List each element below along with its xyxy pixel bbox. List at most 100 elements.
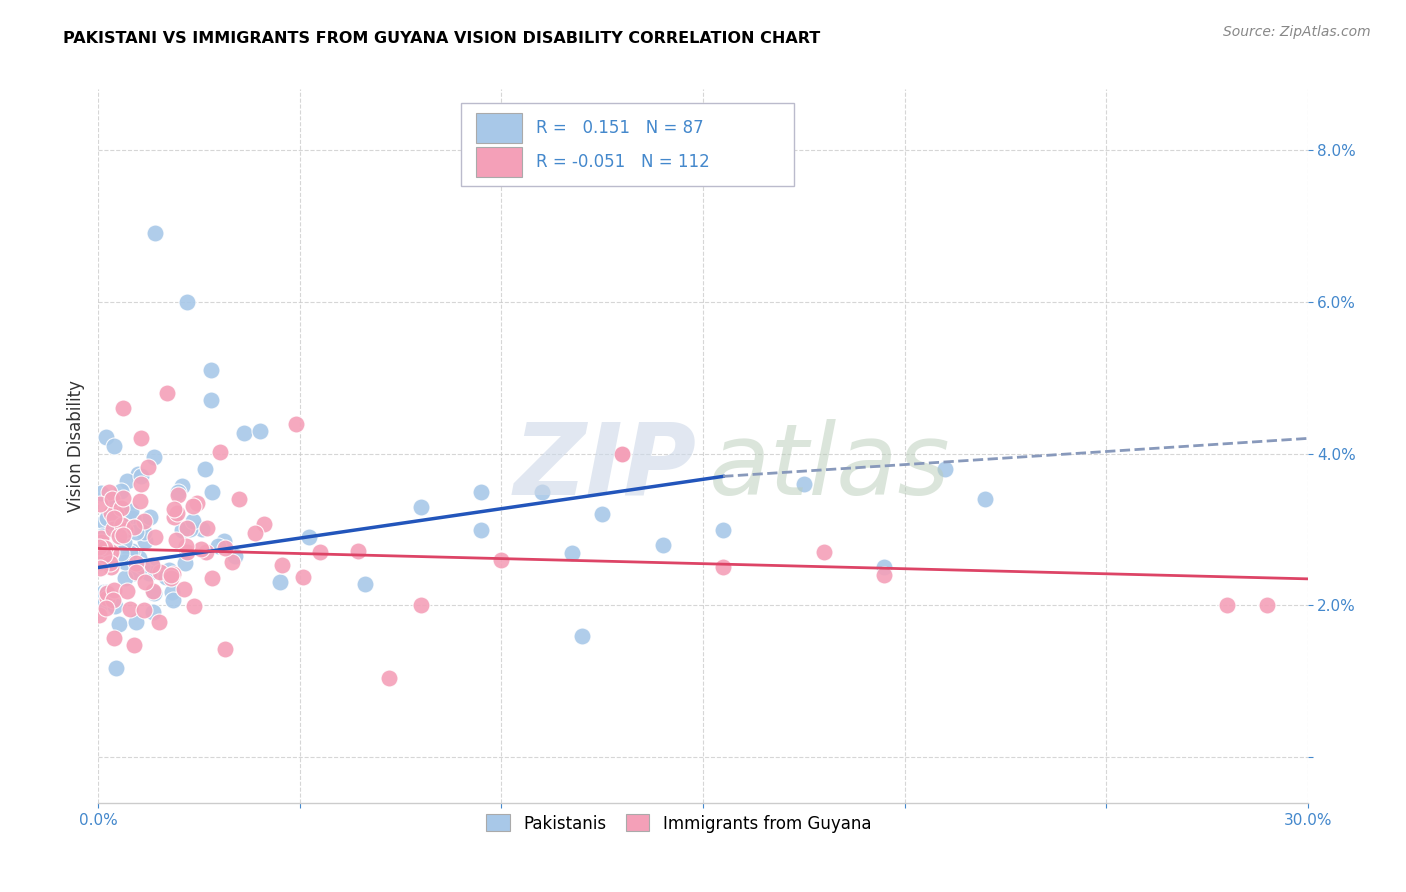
- Point: [138, 566, 160, 580]
- Point: [90, 529, 112, 543]
- Point: [104, 661, 127, 675]
- Point: [129, 477, 152, 491]
- Point: [103, 582, 125, 597]
- Point: [167, 484, 190, 499]
- Legend: Pakistanis, Immigrants from Guyana: Pakistanis, Immigrants from Guyana: [478, 806, 880, 841]
- Point: [96, 585, 118, 599]
- Point: [470, 523, 492, 537]
- Point: [110, 483, 132, 498]
- Point: [214, 541, 236, 555]
- Point: [93, 515, 115, 529]
- Point: [91, 527, 114, 541]
- Point: [128, 550, 150, 565]
- Point: [103, 510, 125, 524]
- Point: [98, 557, 121, 571]
- Point: [103, 631, 125, 645]
- Point: [110, 500, 132, 515]
- Point: [125, 524, 148, 539]
- Point: [793, 477, 815, 491]
- Point: [90, 486, 112, 500]
- Point: [162, 566, 184, 581]
- Point: [117, 475, 139, 489]
- Point: [101, 522, 124, 536]
- Point: [122, 638, 145, 652]
- Point: [561, 546, 583, 560]
- Point: [134, 533, 156, 548]
- Point: [233, 426, 256, 441]
- Point: [129, 468, 152, 483]
- Text: ZIP: ZIP: [515, 419, 697, 516]
- Point: [90, 531, 112, 545]
- Point: [291, 570, 314, 584]
- Point: [98, 484, 121, 499]
- Point: [195, 545, 218, 559]
- Point: [91, 546, 114, 560]
- Point: [183, 599, 205, 613]
- Point: [100, 506, 122, 520]
- Point: [111, 401, 134, 415]
- Point: [96, 585, 118, 599]
- Point: [194, 461, 217, 475]
- Point: [93, 585, 115, 599]
- Point: [166, 506, 188, 520]
- Point: [96, 511, 118, 525]
- Point: [142, 584, 165, 599]
- Point: [87, 607, 110, 622]
- Point: [284, 417, 307, 431]
- Point: [934, 462, 956, 476]
- Point: [143, 530, 166, 544]
- Point: [98, 548, 121, 562]
- Point: [128, 494, 150, 508]
- Point: [176, 544, 198, 558]
- Point: [176, 294, 198, 309]
- Point: [591, 508, 613, 522]
- Point: [1216, 599, 1239, 613]
- Point: [108, 616, 131, 631]
- Point: [129, 431, 152, 445]
- Point: [491, 553, 513, 567]
- Point: [571, 629, 593, 643]
- Point: [124, 520, 146, 534]
- Point: [98, 515, 121, 529]
- Point: [94, 430, 117, 444]
- Point: [176, 540, 198, 554]
- Point: [96, 591, 118, 606]
- Point: [96, 545, 118, 559]
- Point: [132, 517, 155, 532]
- Point: [104, 599, 127, 613]
- Point: [221, 555, 243, 569]
- Text: Source: ZipAtlas.com: Source: ZipAtlas.com: [1223, 25, 1371, 39]
- Point: [90, 596, 112, 610]
- Point: [181, 514, 204, 528]
- Point: [143, 585, 166, 599]
- Point: [141, 558, 163, 572]
- Text: R =   0.151   N = 87: R = 0.151 N = 87: [536, 119, 704, 136]
- Point: [214, 642, 236, 657]
- Point: [111, 526, 134, 541]
- Point: [114, 555, 136, 569]
- Point: [163, 502, 186, 516]
- Point: [115, 584, 138, 599]
- Point: [191, 522, 214, 536]
- Point: [224, 549, 246, 563]
- Point: [100, 492, 122, 507]
- Point: [873, 560, 896, 574]
- Point: [173, 556, 195, 570]
- Point: [470, 484, 492, 499]
- FancyBboxPatch shape: [475, 112, 522, 143]
- Point: [181, 500, 204, 514]
- Point: [101, 492, 124, 507]
- Text: R = -0.051   N = 112: R = -0.051 N = 112: [536, 153, 710, 171]
- Point: [118, 546, 141, 560]
- Point: [143, 450, 166, 464]
- Point: [97, 542, 120, 557]
- Text: PAKISTANI VS IMMIGRANTS FROM GUYANA VISION DISABILITY CORRELATION CHART: PAKISTANI VS IMMIGRANTS FROM GUYANA VISI…: [63, 31, 821, 46]
- Point: [409, 599, 432, 613]
- Point: [124, 565, 146, 579]
- Point: [125, 556, 148, 570]
- Point: [209, 445, 232, 459]
- Point: [120, 507, 142, 521]
- Point: [89, 561, 111, 575]
- Point: [974, 492, 997, 507]
- Point: [612, 447, 634, 461]
